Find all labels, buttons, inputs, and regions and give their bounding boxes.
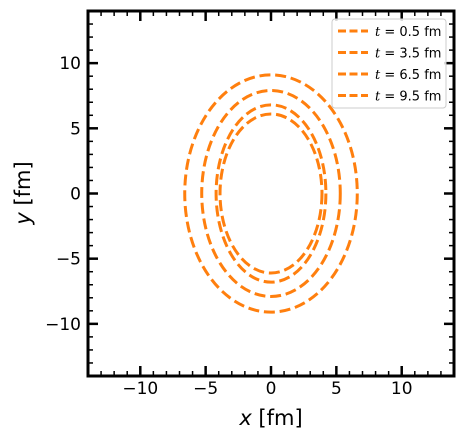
legend-entry: t = 3.5 fm [375,47,441,62]
y-tick-label: 10 [59,54,81,74]
series-ellipse-2 [214,103,328,284]
y-axis-label: y [fm] [11,161,35,225]
series-ellipse-1 [218,112,324,275]
series-ellipse-4 [183,73,359,314]
x-tick-label: 10 [391,379,413,399]
x-axis-label: x [fm] [238,406,302,430]
x-tick-label: 5 [331,379,342,399]
y-tick-label: 5 [70,119,81,139]
y-tick-label: −10 [45,315,81,335]
x-tick-label: 0 [266,379,277,399]
y-tick-label: −5 [56,250,81,270]
x-tick-label: −5 [193,379,218,399]
legend-box [331,18,447,109]
series-ellipse-3 [200,89,342,298]
legend-entry: t = 9.5 fm [375,90,441,105]
legend-entry: t = 0.5 fm [375,25,441,40]
legend-entry: t = 6.5 fm [375,68,441,83]
x-tick-label: −10 [122,379,158,399]
y-tick-label: 0 [70,185,81,205]
legend: t = 0.5 fm t = 3.5 fm t = 6.5 fm t = 9.5 fm [331,18,447,109]
